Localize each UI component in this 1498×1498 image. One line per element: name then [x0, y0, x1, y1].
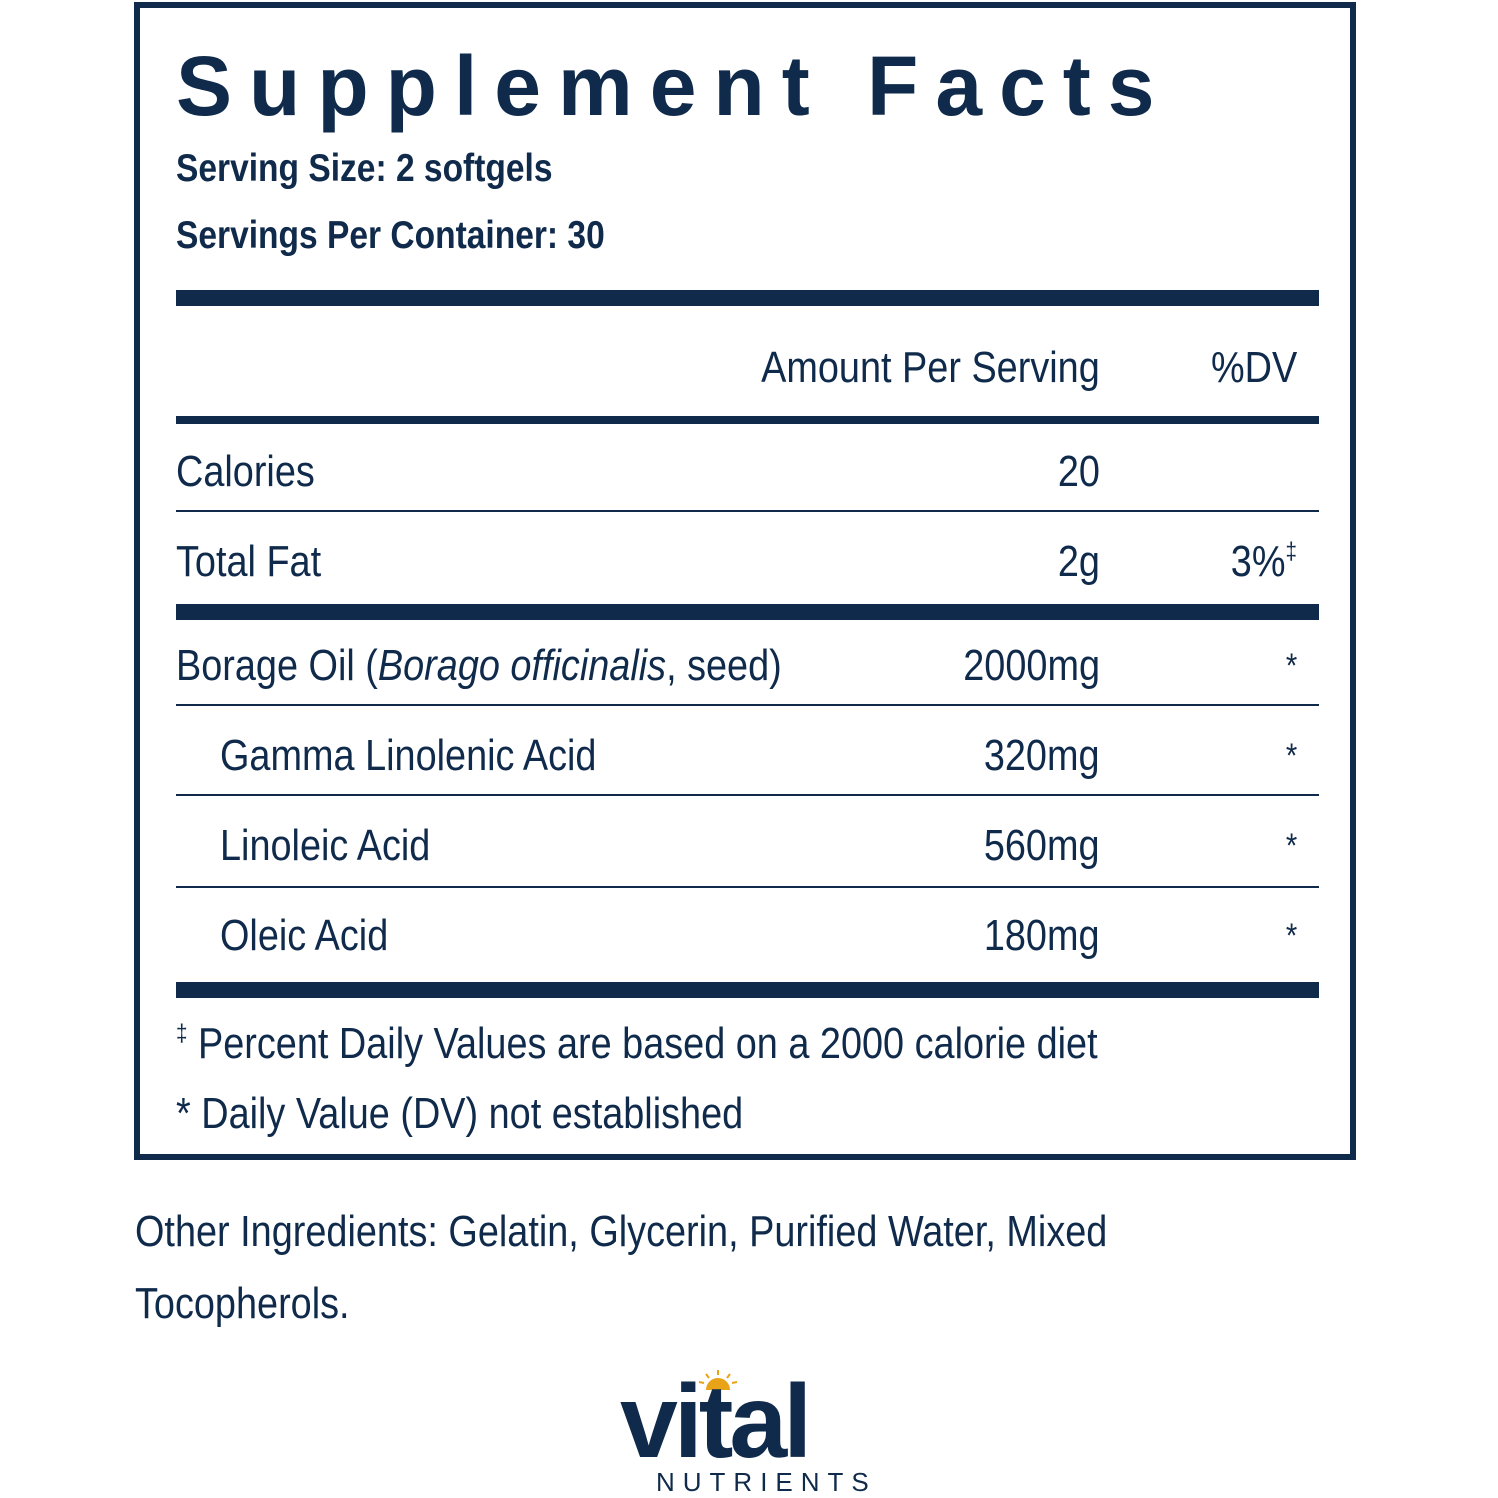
divider-thin — [176, 510, 1319, 512]
divider-thin — [176, 794, 1319, 796]
row-amount: 180mg — [984, 911, 1100, 960]
table-row: Borage Oil (Borago officinalis, seed) 20… — [176, 636, 1319, 696]
row-dv: * — [1285, 827, 1297, 865]
row-label: Gamma Linolenic Acid — [220, 731, 597, 780]
footnote-dv: * Daily Value (DV) not established — [176, 1089, 744, 1138]
row-dv: 3%‡ — [1231, 532, 1297, 592]
row-amount: 560mg — [984, 821, 1100, 870]
serving-size: Serving Size: 2 softgels — [176, 147, 553, 190]
other-ingredients: Other Ingredients: Gelatin, Glycerin, Pu… — [135, 1207, 1108, 1328]
row-dv-mark: ‡ — [1285, 538, 1297, 565]
divider-thin — [176, 704, 1319, 706]
table-row: Oleic Acid 180mg * — [176, 906, 1319, 966]
row-dv-value: 3% — [1230, 537, 1286, 586]
table-row: Gamma Linolenic Acid 320mg * — [176, 726, 1319, 786]
divider-thin — [176, 886, 1319, 888]
divider-mid — [176, 416, 1319, 424]
brand-subtitle: NUTRIENTS — [656, 1467, 877, 1497]
row-label-prefix: Borage Oil ( — [176, 641, 378, 690]
row-label: Oleic Acid — [220, 911, 389, 960]
table-row: Calories 20 — [176, 442, 1319, 502]
row-amount: 320mg — [984, 731, 1100, 780]
row-label: Borage Oil (Borago officinalis, seed) — [176, 636, 782, 696]
servings-per-container: Servings Per Container: 30 — [176, 214, 605, 257]
header-dv: %DV — [1210, 343, 1297, 392]
row-amount: 2000mg — [963, 641, 1100, 690]
panel-title: Supplement Facts — [176, 39, 1172, 133]
row-label: Linoleic Acid — [220, 821, 431, 870]
divider-thick — [176, 290, 1319, 306]
row-label-italic: Borago officinalis — [377, 641, 667, 690]
table-row: Linoleic Acid 560mg * — [176, 816, 1319, 876]
row-amount: 20 — [1057, 447, 1100, 496]
divider-thick — [176, 604, 1319, 620]
row-amount: 2g — [1057, 537, 1100, 586]
brand-word: vital — [620, 1364, 812, 1480]
footnote-percent: ‡ Percent Daily Values are based on a 20… — [176, 1014, 1098, 1074]
sun-icon — [698, 1370, 738, 1390]
divider-thick — [176, 982, 1319, 998]
row-label-suffix: , seed) — [666, 641, 782, 690]
row-dv: * — [1285, 917, 1297, 955]
row-label: Total Fat — [176, 537, 322, 586]
supplement-facts-panel: Supplement Facts Serving Size: 2 softgel… — [134, 2, 1356, 1160]
footnote-mark: ‡ — [176, 1020, 188, 1047]
footnote-percent-text: Percent Daily Values are based on a 2000… — [187, 1019, 1098, 1068]
table-header: Amount Per Serving %DV — [176, 338, 1319, 398]
header-amount: Amount Per Serving — [761, 343, 1100, 392]
brand-logo: vital NUTRIENTS — [620, 1364, 880, 1497]
table-row: Total Fat 2g 3%‡ — [176, 532, 1319, 592]
row-dv: * — [1285, 737, 1297, 775]
row-label: Calories — [176, 447, 315, 496]
supplement-facts-inner: Supplement Facts Serving Size: 2 softgel… — [176, 8, 1319, 1154]
row-dv: * — [1285, 647, 1297, 685]
